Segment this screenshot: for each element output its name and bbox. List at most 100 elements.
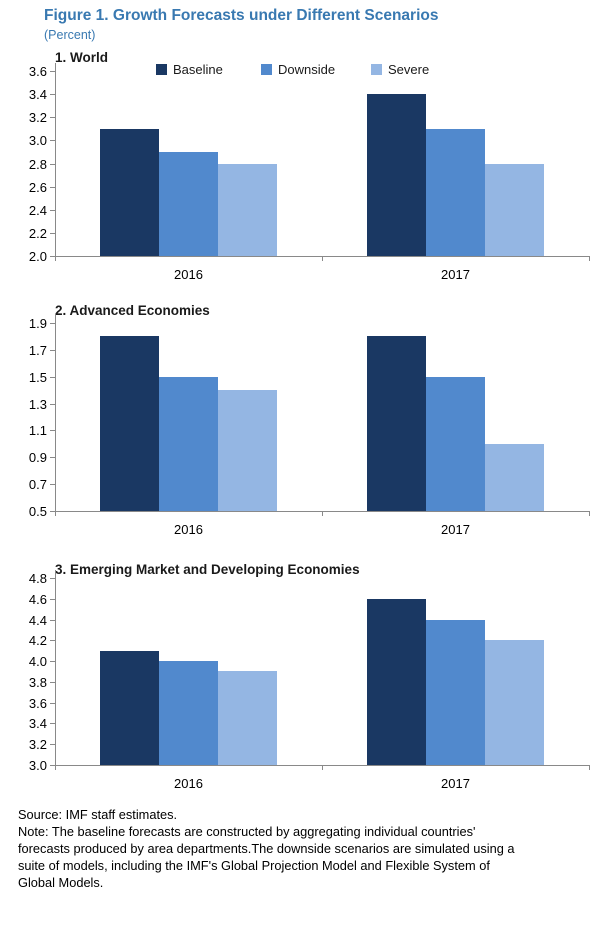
y-tick-label: 3.4 [28, 87, 47, 102]
y-tick-label: 1.1 [28, 423, 47, 438]
y-tick-mark [50, 723, 55, 724]
x-tick-mark [55, 511, 56, 516]
y-tick-label: 2.8 [28, 157, 47, 172]
bar-severe-2016 [218, 671, 277, 765]
y-tick-label: 3.4 [28, 716, 47, 731]
y-tick-label: 4.2 [28, 633, 47, 648]
x-category-label: 2016 [174, 522, 203, 537]
y-tick-mark [50, 140, 55, 141]
y-tick-mark [50, 457, 55, 458]
bar-baseline-2017 [367, 599, 426, 765]
y-tick-mark [50, 164, 55, 165]
x-category-label: 2017 [441, 776, 470, 791]
y-tick-mark [50, 256, 55, 257]
y-tick-mark [50, 620, 55, 621]
legend-item-downside: Downside [261, 62, 335, 77]
y-tick-mark [50, 404, 55, 405]
bar-downside-2017 [426, 620, 485, 765]
bar-downside-2016 [159, 152, 218, 256]
y-tick-label: 4.0 [28, 654, 47, 669]
y-tick-mark [50, 765, 55, 766]
note-line: Note: The baseline forecasts are constru… [18, 824, 476, 839]
y-tick-mark [50, 703, 55, 704]
x-tick-mark [55, 256, 56, 261]
y-tick-mark [50, 71, 55, 72]
y-tick-mark [50, 682, 55, 683]
y-tick-mark [50, 661, 55, 662]
y-tick-label: 2.6 [28, 180, 47, 195]
x-category-label: 2017 [441, 522, 470, 537]
y-tick-mark [50, 323, 55, 324]
x-tick-mark [589, 765, 590, 770]
y-axis-line [55, 315, 56, 511]
figure-subtitle: (Percent) [44, 28, 96, 42]
bar-severe-2016 [218, 390, 277, 511]
y-tick-mark [50, 233, 55, 234]
y-tick-label: 3.8 [28, 675, 47, 690]
note-line: forecasts produced by area departments.T… [18, 841, 515, 856]
y-tick-label: 4.8 [28, 571, 47, 586]
y-tick-mark [50, 350, 55, 351]
y-tick-label: 0.9 [28, 450, 47, 465]
y-tick-label: 1.5 [28, 370, 47, 385]
bar-severe-2017 [485, 164, 544, 256]
y-tick-label: 3.6 [28, 64, 47, 79]
legend-swatch-downside [261, 64, 272, 75]
bar-baseline-2016 [100, 651, 159, 765]
x-tick-mark [55, 765, 56, 770]
y-tick-mark [50, 484, 55, 485]
panel-title-advanced: 2. Advanced Economies [55, 303, 210, 318]
legend-item-baseline: Baseline [156, 62, 223, 77]
y-tick-mark [50, 640, 55, 641]
bar-severe-2016 [218, 164, 277, 256]
x-category-label: 2016 [174, 776, 203, 791]
panel-title-emerging: 3. Emerging Market and Developing Econom… [55, 562, 360, 577]
figure-title: Figure 1. Growth Forecasts under Differe… [44, 7, 439, 24]
plot-area-advanced: 1.9 1.7 1.5 1.3 1.1 0.9 0.7 0.5 2016 2017 [29, 315, 590, 537]
plot-area-world: 3.6 3.4 3.2 3.0 2.8 2.6 2.4 2.2 2.0 2016 2017 Basel… [29, 62, 590, 282]
x-category-label: 2017 [441, 267, 470, 282]
y-tick-label: 1.3 [28, 397, 47, 412]
y-tick-label: 3.2 [28, 737, 47, 752]
y-tick-label: 0.5 [28, 504, 47, 519]
x-category-label: 2016 [174, 267, 203, 282]
y-tick-mark [50, 744, 55, 745]
legend-label: Severe [388, 62, 430, 77]
panel-title-world: 1. World [55, 50, 109, 65]
y-tick-mark [50, 430, 55, 431]
y-tick-label: 1.7 [28, 343, 47, 358]
y-tick-label: 4.4 [28, 613, 47, 628]
y-tick-mark [50, 117, 55, 118]
bar-baseline-2017 [367, 336, 426, 511]
y-axis-line [55, 570, 56, 765]
y-tick-label: 1.9 [28, 316, 47, 331]
y-tick-mark [50, 511, 55, 512]
bar-baseline-2016 [100, 336, 159, 511]
x-tick-mark [589, 256, 590, 261]
plot-area-emerging: 4.8 4.6 4.4 4.2 4.0 3.8 3.6 3.4 3.2 3.0 2016 2017 [29, 570, 590, 791]
y-tick-mark [50, 187, 55, 188]
y-tick-mark [50, 94, 55, 95]
y-tick-mark [50, 578, 55, 579]
y-tick-label: 3.0 [28, 758, 47, 773]
bar-baseline-2016 [100, 129, 159, 256]
bar-baseline-2017 [367, 94, 426, 256]
source-line: Source: IMF staff estimates. [18, 807, 178, 822]
y-tick-mark [50, 599, 55, 600]
y-tick-label: 0.7 [28, 477, 47, 492]
y-tick-label: 3.2 [28, 110, 47, 125]
bar-severe-2017 [485, 640, 544, 765]
bar-downside-2016 [159, 377, 218, 511]
bar-downside-2017 [426, 129, 485, 256]
bar-downside-2016 [159, 661, 218, 765]
x-tick-mark [589, 511, 590, 516]
bar-downside-2017 [426, 377, 485, 511]
note-line: Global Models. [18, 875, 104, 890]
y-tick-label: 3.6 [28, 696, 47, 711]
legend-label: Downside [278, 62, 336, 77]
y-tick-label: 2.2 [28, 226, 47, 241]
y-tick-label: 4.6 [28, 592, 47, 607]
x-tick-mark [322, 511, 323, 516]
y-tick-label: 2.0 [28, 249, 47, 264]
